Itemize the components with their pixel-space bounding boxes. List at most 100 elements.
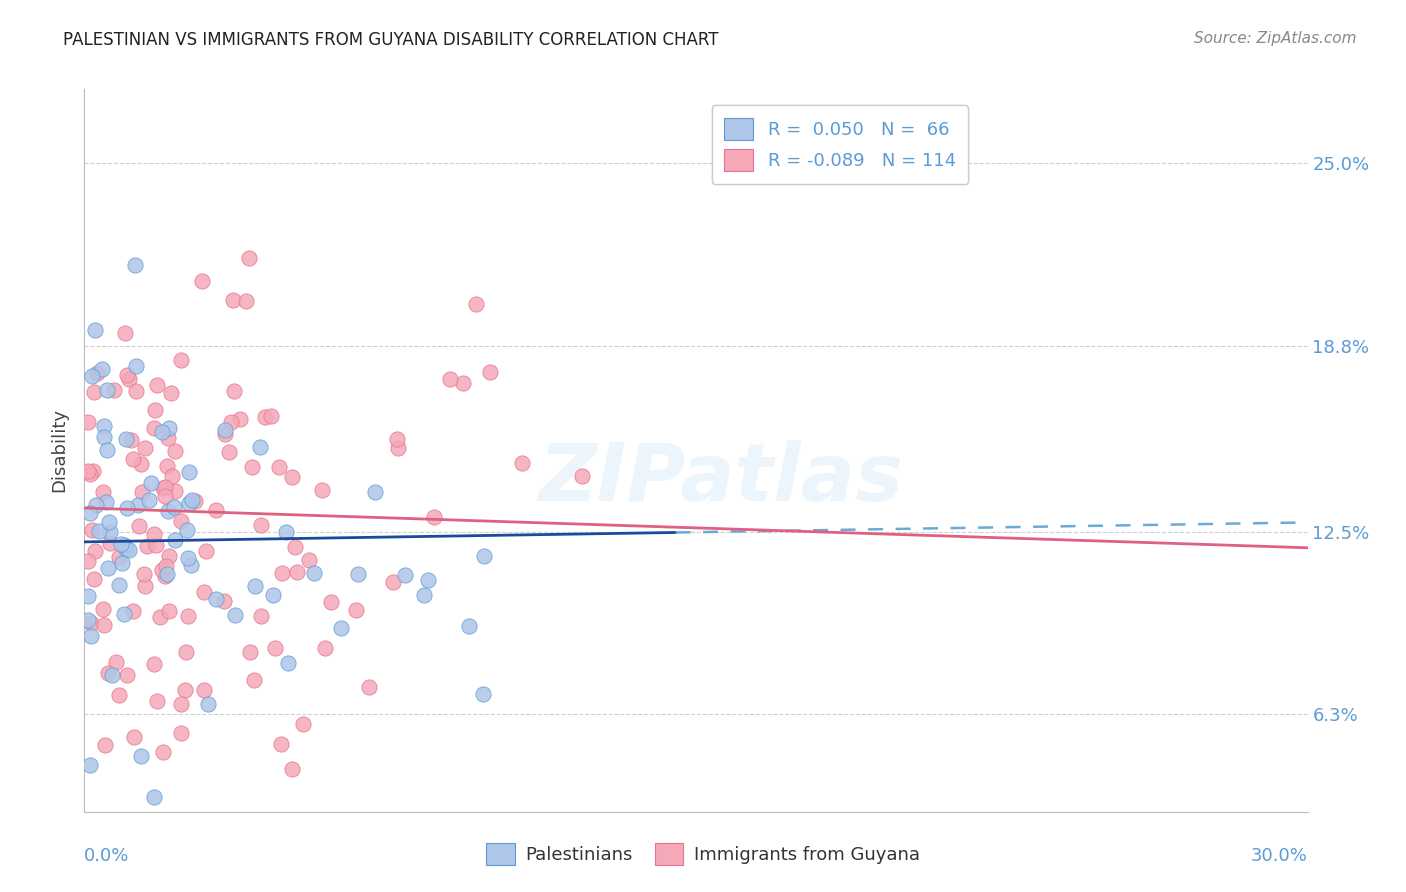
Point — [212, 593, 235, 607]
Point — [122, 730, 145, 744]
Point — [86, 366, 108, 380]
Point — [82, 464, 104, 478]
Point — [134, 442, 156, 456]
Point — [153, 489, 176, 503]
Point — [170, 697, 193, 711]
Point — [416, 573, 439, 587]
Point — [156, 567, 179, 582]
Point — [180, 558, 202, 572]
Point — [118, 542, 141, 557]
Point — [179, 496, 201, 510]
Point — [274, 524, 297, 539]
Point — [249, 608, 271, 623]
Point — [177, 465, 200, 479]
Point — [239, 645, 262, 659]
Point — [277, 656, 299, 670]
Point — [163, 484, 186, 499]
Point — [149, 610, 172, 624]
Point — [229, 412, 252, 426]
Point — [77, 589, 100, 603]
Point — [127, 498, 149, 512]
Point — [330, 621, 353, 635]
Point — [364, 485, 387, 500]
Point — [98, 515, 121, 529]
Point — [214, 426, 236, 441]
Point — [83, 543, 105, 558]
Point — [222, 293, 245, 307]
Text: PALESTINIAN VS IMMIGRANTS FROM GUYANA DISABILITY CORRELATION CHART: PALESTINIAN VS IMMIGRANTS FROM GUYANA DI… — [63, 31, 718, 49]
Point — [155, 558, 177, 573]
Point — [115, 668, 138, 682]
Point — [83, 384, 105, 399]
Point — [243, 673, 266, 687]
Point — [80, 616, 103, 631]
Point — [96, 383, 118, 397]
Point — [302, 566, 325, 580]
Point — [170, 353, 193, 368]
Point — [235, 293, 257, 308]
Point — [464, 297, 486, 311]
Point — [142, 657, 165, 672]
Point — [110, 537, 132, 551]
Point — [118, 371, 141, 385]
Point — [131, 484, 153, 499]
Point — [571, 468, 593, 483]
Point — [298, 553, 321, 567]
Point — [157, 604, 180, 618]
Point — [93, 430, 115, 444]
Point — [91, 602, 114, 616]
Point — [77, 614, 100, 628]
Point — [108, 688, 131, 702]
Point — [344, 602, 367, 616]
Point — [143, 421, 166, 435]
Point — [83, 572, 105, 586]
Legend: R =  0.050   N =  66, R = -0.089   N = 114: R = 0.050 N = 66, R = -0.089 N = 114 — [711, 105, 969, 184]
Point — [387, 432, 409, 446]
Point — [146, 693, 169, 707]
Point — [267, 459, 290, 474]
Point — [205, 592, 228, 607]
Point — [156, 458, 179, 473]
Point — [124, 384, 146, 398]
Point — [112, 607, 135, 621]
Point — [80, 629, 103, 643]
Point — [107, 578, 129, 592]
Point — [262, 588, 284, 602]
Point — [163, 500, 186, 514]
Point — [224, 384, 246, 399]
Point — [451, 376, 474, 390]
Point — [181, 492, 204, 507]
Point — [129, 749, 152, 764]
Point — [284, 540, 307, 554]
Point — [111, 556, 134, 570]
Point — [104, 655, 127, 669]
Point — [387, 441, 409, 455]
Point — [165, 443, 187, 458]
Point — [243, 579, 266, 593]
Point — [93, 419, 115, 434]
Point — [79, 757, 101, 772]
Point — [163, 533, 186, 547]
Point — [157, 549, 180, 563]
Point — [84, 498, 107, 512]
Point — [219, 415, 242, 429]
Point — [97, 665, 120, 680]
Point — [114, 542, 136, 557]
Point — [112, 538, 135, 552]
Point — [170, 726, 193, 740]
Point — [193, 585, 215, 599]
Point — [136, 539, 159, 553]
Point — [240, 460, 263, 475]
Point — [193, 683, 215, 698]
Legend: Palestinians, Immigrants from Guyana: Palestinians, Immigrants from Guyana — [478, 836, 928, 872]
Text: ZIPatlas: ZIPatlas — [538, 441, 903, 518]
Point — [121, 604, 143, 618]
Point — [184, 493, 207, 508]
Point — [510, 456, 533, 470]
Point — [98, 524, 121, 539]
Point — [91, 485, 114, 500]
Point — [177, 551, 200, 566]
Point — [120, 433, 142, 447]
Point — [134, 579, 156, 593]
Point — [89, 524, 111, 538]
